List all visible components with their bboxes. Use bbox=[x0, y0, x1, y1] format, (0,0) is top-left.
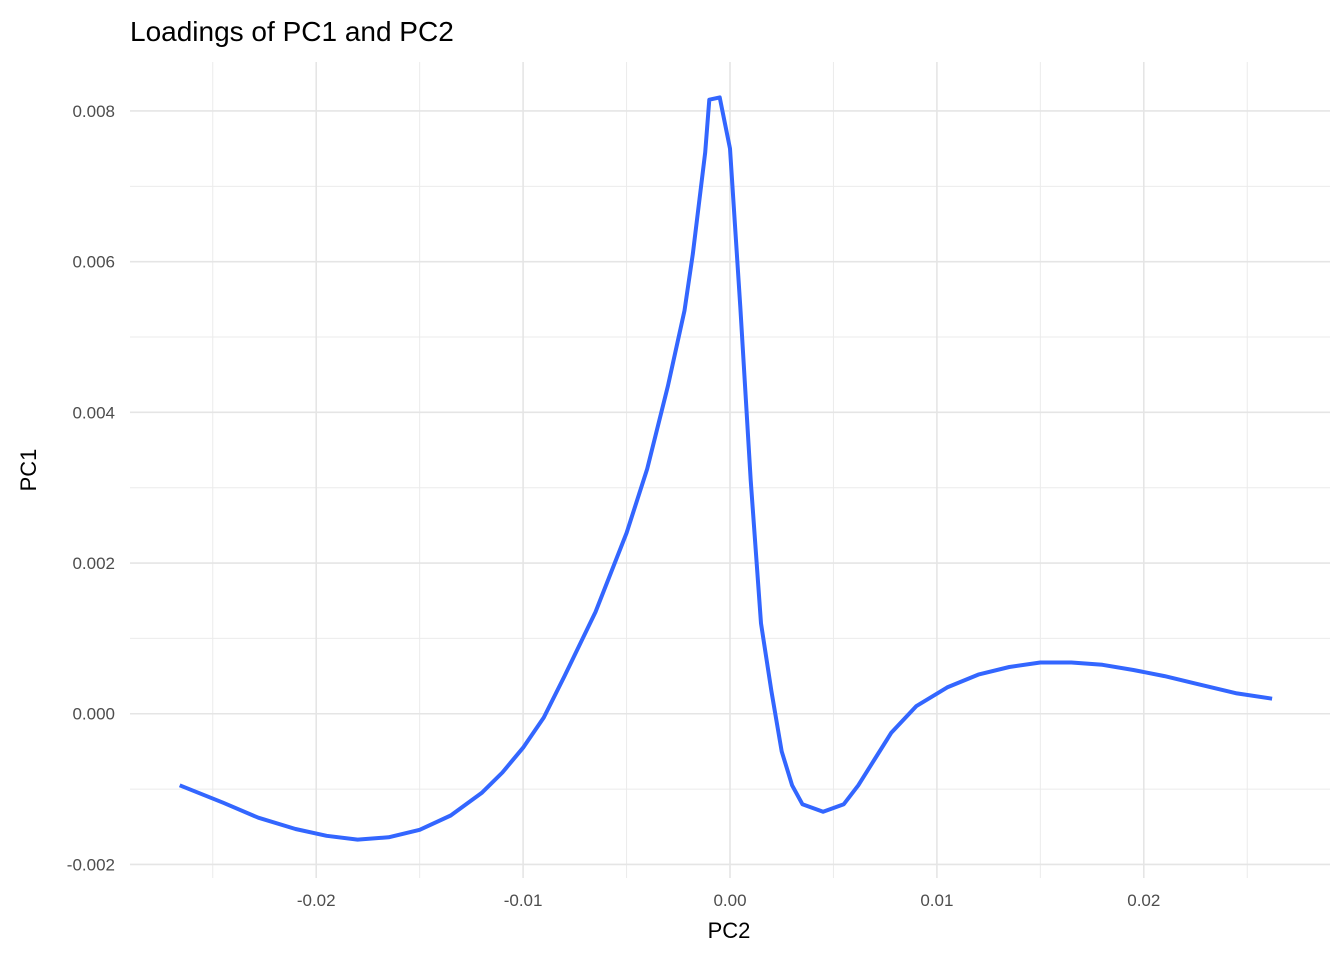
x-axis-title: PC2 bbox=[708, 918, 751, 943]
y-tick-label: 0.000 bbox=[72, 705, 115, 724]
x-tick-label: -0.02 bbox=[297, 891, 336, 910]
y-tick-label: -0.002 bbox=[67, 855, 115, 874]
x-tick-label: 0.00 bbox=[713, 891, 746, 910]
x-tick-label: -0.01 bbox=[504, 891, 543, 910]
y-tick-label: 0.004 bbox=[72, 403, 115, 422]
series-layer bbox=[178, 95, 1273, 842]
y-axis-ticks: -0.002 0.000 0.002 0.004 0.006 0.008 bbox=[67, 102, 115, 874]
x-tick-label: 0.01 bbox=[920, 891, 953, 910]
x-axis-ticks: -0.02 -0.01 0.00 0.01 0.02 bbox=[297, 891, 1161, 910]
series-line bbox=[178, 95, 1273, 842]
y-tick-label: 0.008 bbox=[72, 102, 115, 121]
chart-title: Loadings of PC1 and PC2 bbox=[130, 16, 454, 47]
y-tick-label: 0.002 bbox=[72, 554, 115, 573]
y-tick-label: 0.006 bbox=[72, 253, 115, 272]
grid bbox=[130, 62, 1330, 878]
x-tick-label: 0.02 bbox=[1127, 891, 1160, 910]
y-axis-title: PC1 bbox=[16, 449, 41, 492]
